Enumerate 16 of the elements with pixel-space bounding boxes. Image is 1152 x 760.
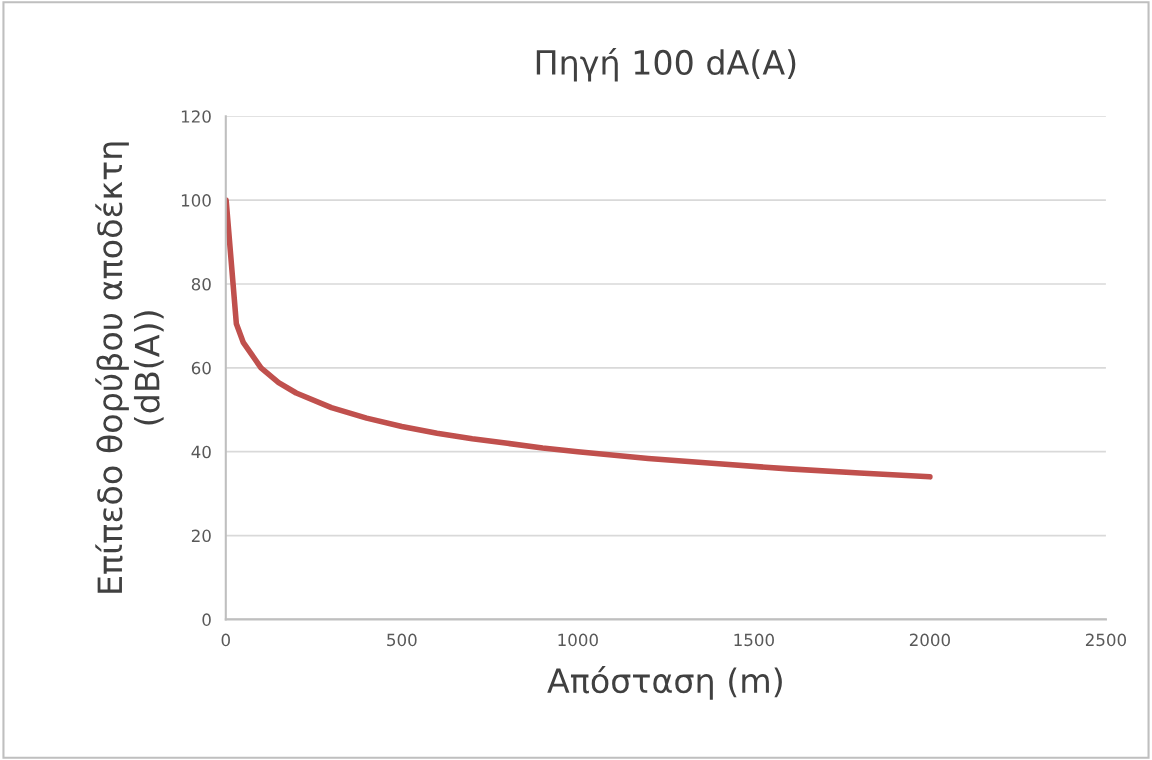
- x-tick-label: 2000: [909, 633, 950, 647]
- x-tick-label: 1000: [558, 633, 598, 647]
- y-tick-label: 80: [191, 277, 211, 291]
- y-axis-title: Επίπεδο θορύβου αποδέκτη (dB(A)): [95, 142, 164, 593]
- y-tick-label: 40: [191, 445, 211, 459]
- y-tick-label: 100: [181, 194, 211, 207]
- chart-title: Πηγή 100 dA(A): [536, 47, 796, 82]
- y-tick-label: 120: [181, 110, 211, 123]
- x-tick-label: 2500: [1085, 633, 1127, 647]
- x-tick-label: 0: [221, 633, 230, 647]
- x-tick-label: 500: [387, 633, 417, 647]
- x-axis-title: Απόσταση (m): [547, 666, 782, 700]
- y-tick-label: 20: [191, 529, 211, 543]
- x-tick-label: 1500: [734, 633, 774, 647]
- y-tick-label: 60: [191, 361, 211, 375]
- y-tick-label: 0: [202, 613, 211, 626]
